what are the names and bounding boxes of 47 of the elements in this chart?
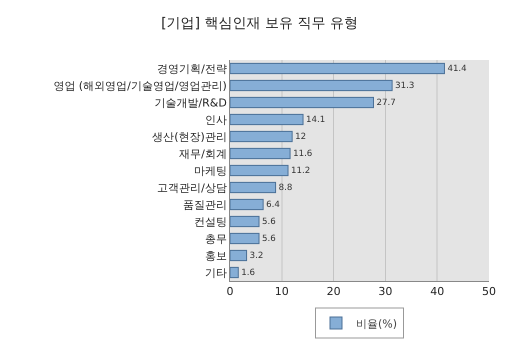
bar — [230, 182, 276, 194]
data-label: 3.2 — [250, 251, 264, 262]
data-label: 8.8 — [278, 183, 292, 194]
bar — [230, 164, 289, 176]
bar — [230, 250, 248, 262]
data-label: 31.3 — [395, 81, 414, 92]
y-tick-label: 품질관리 — [182, 198, 227, 212]
y-tick-label: 인사 — [204, 113, 227, 126]
legend-label: 비율(%) — [356, 317, 398, 330]
bar — [230, 80, 393, 92]
data-label: 11.6 — [293, 149, 312, 160]
x-tick-label: 30 — [378, 285, 392, 298]
data-label: 11.2 — [291, 166, 310, 176]
data-label: 41.4 — [447, 64, 467, 74]
y-tick-label: 홍보 — [204, 249, 227, 262]
y-tick-label: 마케팅 — [194, 164, 227, 178]
bar — [230, 232, 260, 244]
data-label: 12 — [295, 132, 306, 142]
y-tick-label: 컨설팅 — [194, 215, 227, 228]
chart-title: [기업] 핵심인재 보유 직무 유형 — [161, 15, 358, 32]
y-tick-label: 기술개발/R&D — [154, 96, 227, 110]
y-tick-label: 고객관리/상담 — [157, 181, 227, 194]
y-tick-label: 생산(현장)관리 — [152, 130, 227, 144]
x-tick-label: 50 — [482, 285, 496, 298]
x-tick-label: 40 — [430, 285, 444, 298]
data-label: 1.6 — [241, 268, 256, 278]
data-label: 14.1 — [306, 115, 326, 126]
x-tick-label: 20 — [326, 285, 341, 298]
y-tick-label: 재무/회계 — [179, 147, 227, 160]
x-tick-label: 10 — [274, 285, 289, 298]
y-tick-label: 기타 — [204, 266, 227, 280]
data-label: 5.6 — [262, 217, 276, 228]
bar — [230, 198, 264, 210]
bar — [230, 148, 291, 160]
y-tick-label: 영업 (해외영업/기술영업/영업관리) — [53, 79, 227, 92]
data-label: 6.4 — [266, 200, 280, 210]
bar — [230, 96, 374, 108]
data-label: 5.6 — [262, 234, 276, 244]
bar — [230, 130, 293, 142]
y-tick-label: 총무 — [204, 232, 227, 246]
bar — [230, 114, 304, 126]
y-tick-label: 경영기획/전략 — [157, 62, 227, 76]
bar — [230, 266, 239, 278]
bar — [230, 62, 445, 74]
x-tick-label: 0 — [226, 285, 234, 298]
data-label: 27.7 — [376, 98, 396, 108]
bar — [230, 216, 260, 228]
